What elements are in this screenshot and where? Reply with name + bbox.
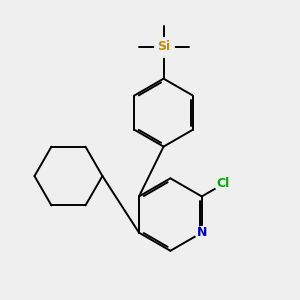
- Text: N: N: [196, 226, 207, 239]
- Text: Cl: Cl: [217, 178, 230, 190]
- Text: Si: Si: [157, 40, 170, 53]
